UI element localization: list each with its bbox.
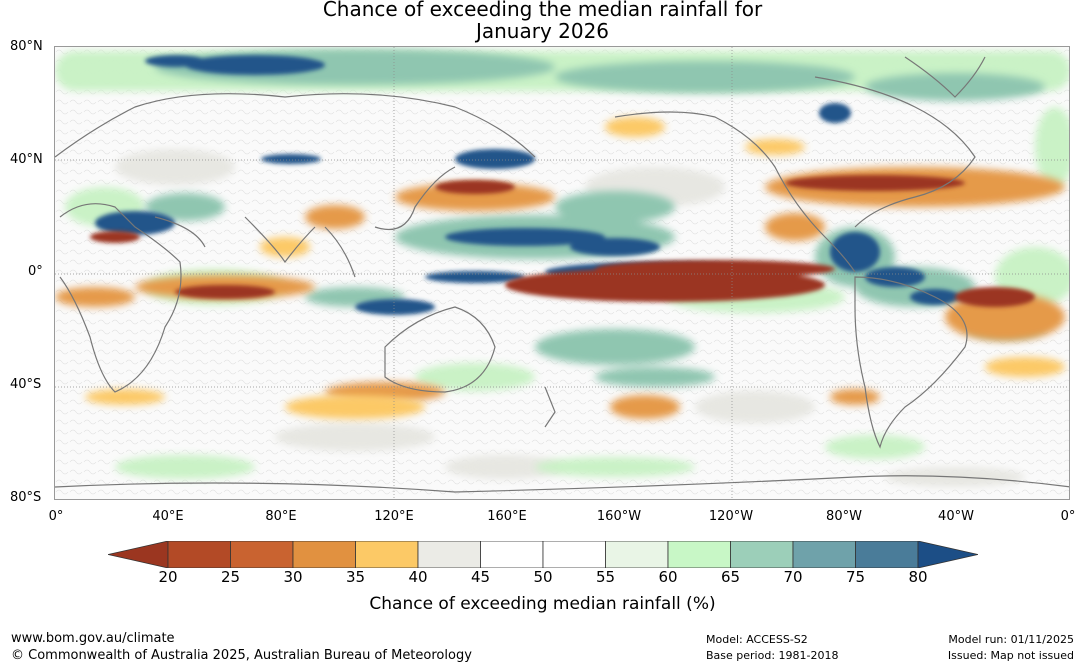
coastlines [55,56,1069,493]
lat-label-80s: 80°S [10,490,42,505]
lon-label-160w: 160°W [596,509,642,524]
lon-label-40w: 40°W [938,509,974,524]
colorbar-label: Chance of exceeding median rainfall (%) [369,594,716,614]
lon-label-40e: 40°E [152,509,184,524]
colorbar-cell [605,541,669,568]
lon-label-0-right: 0° [1060,509,1076,524]
colorbar-cell-below-20 [108,541,169,568]
colorbar-tick-label: 40 [408,568,428,586]
colorbar-cell [167,541,231,568]
colorbar-cell [730,541,794,568]
rainfall-map-svg [55,47,1069,499]
lon-label-120w: 120°W [708,509,754,524]
colorbar-cell [855,541,919,568]
map-title: Chance of exceeding the median rainfall … [0,0,1085,42]
colorbar-cell [230,541,294,568]
colorbar-tick-label: 20 [158,568,178,586]
colorbar-cell [792,541,856,568]
graticule [55,47,1069,499]
lat-label-80n: 80°N [10,39,43,54]
colorbar-tick-label: 55 [595,568,616,586]
lat-label-equator: 0° [28,264,43,279]
colorbar-tick-label: 25 [220,568,241,586]
colorbar-tick-label: 60 [658,568,678,586]
title-line-2: January 2026 [475,19,610,43]
footer-base-period: Base period: 1981-2018 [706,649,839,662]
colorbar-tick-label: 30 [283,568,303,586]
lon-label-80e: 80°E [265,509,297,524]
lon-label-120e: 120°E [374,509,414,524]
colorbar-cell [417,541,481,568]
colorbar-cell [355,541,419,568]
colorbar-cells [108,541,978,568]
title-line-1: Chance of exceeding the median rainfall … [322,0,763,21]
footer-copyright: © Commonwealth of Australia 2025, Austra… [11,648,472,663]
colorbar-cell [542,541,606,568]
colorbar [108,541,978,568]
lon-label-80w: 80°W [826,509,862,524]
lon-label-160e: 160°E [487,509,527,524]
dry-band [90,175,1035,307]
colorbar-tick-label: 35 [345,568,366,586]
lat-label-40s: 40°S [10,377,42,392]
lon-label-0-left: 0° [48,509,64,524]
light-orange-patches [85,117,1065,419]
colorbar-tick-label: 80 [908,568,928,586]
colorbar-cell [480,541,544,568]
footer-model-run: Model run: 01/11/2025 [948,633,1074,646]
colorbar-tick-label: 70 [783,568,803,586]
colorbar-tick-label: 75 [845,568,866,586]
colorbar-tick-label: 45 [470,568,491,586]
colorbar-cell-above-80 [917,541,978,568]
colorbar-tick-label: 50 [533,568,553,586]
footer-issued: Issued: Map not issued [947,649,1074,662]
footer-model: Model: ACCESS-S2 [706,633,808,646]
colorbar-tick-label: 65 [720,568,741,586]
footer-website[interactable]: www.bom.gov.au/climate [11,631,175,646]
colorbar-cell [292,541,356,568]
rainfall-map[interactable] [54,46,1070,500]
colorbar-cell [667,541,731,568]
lat-label-40n: 40°N [10,152,43,167]
